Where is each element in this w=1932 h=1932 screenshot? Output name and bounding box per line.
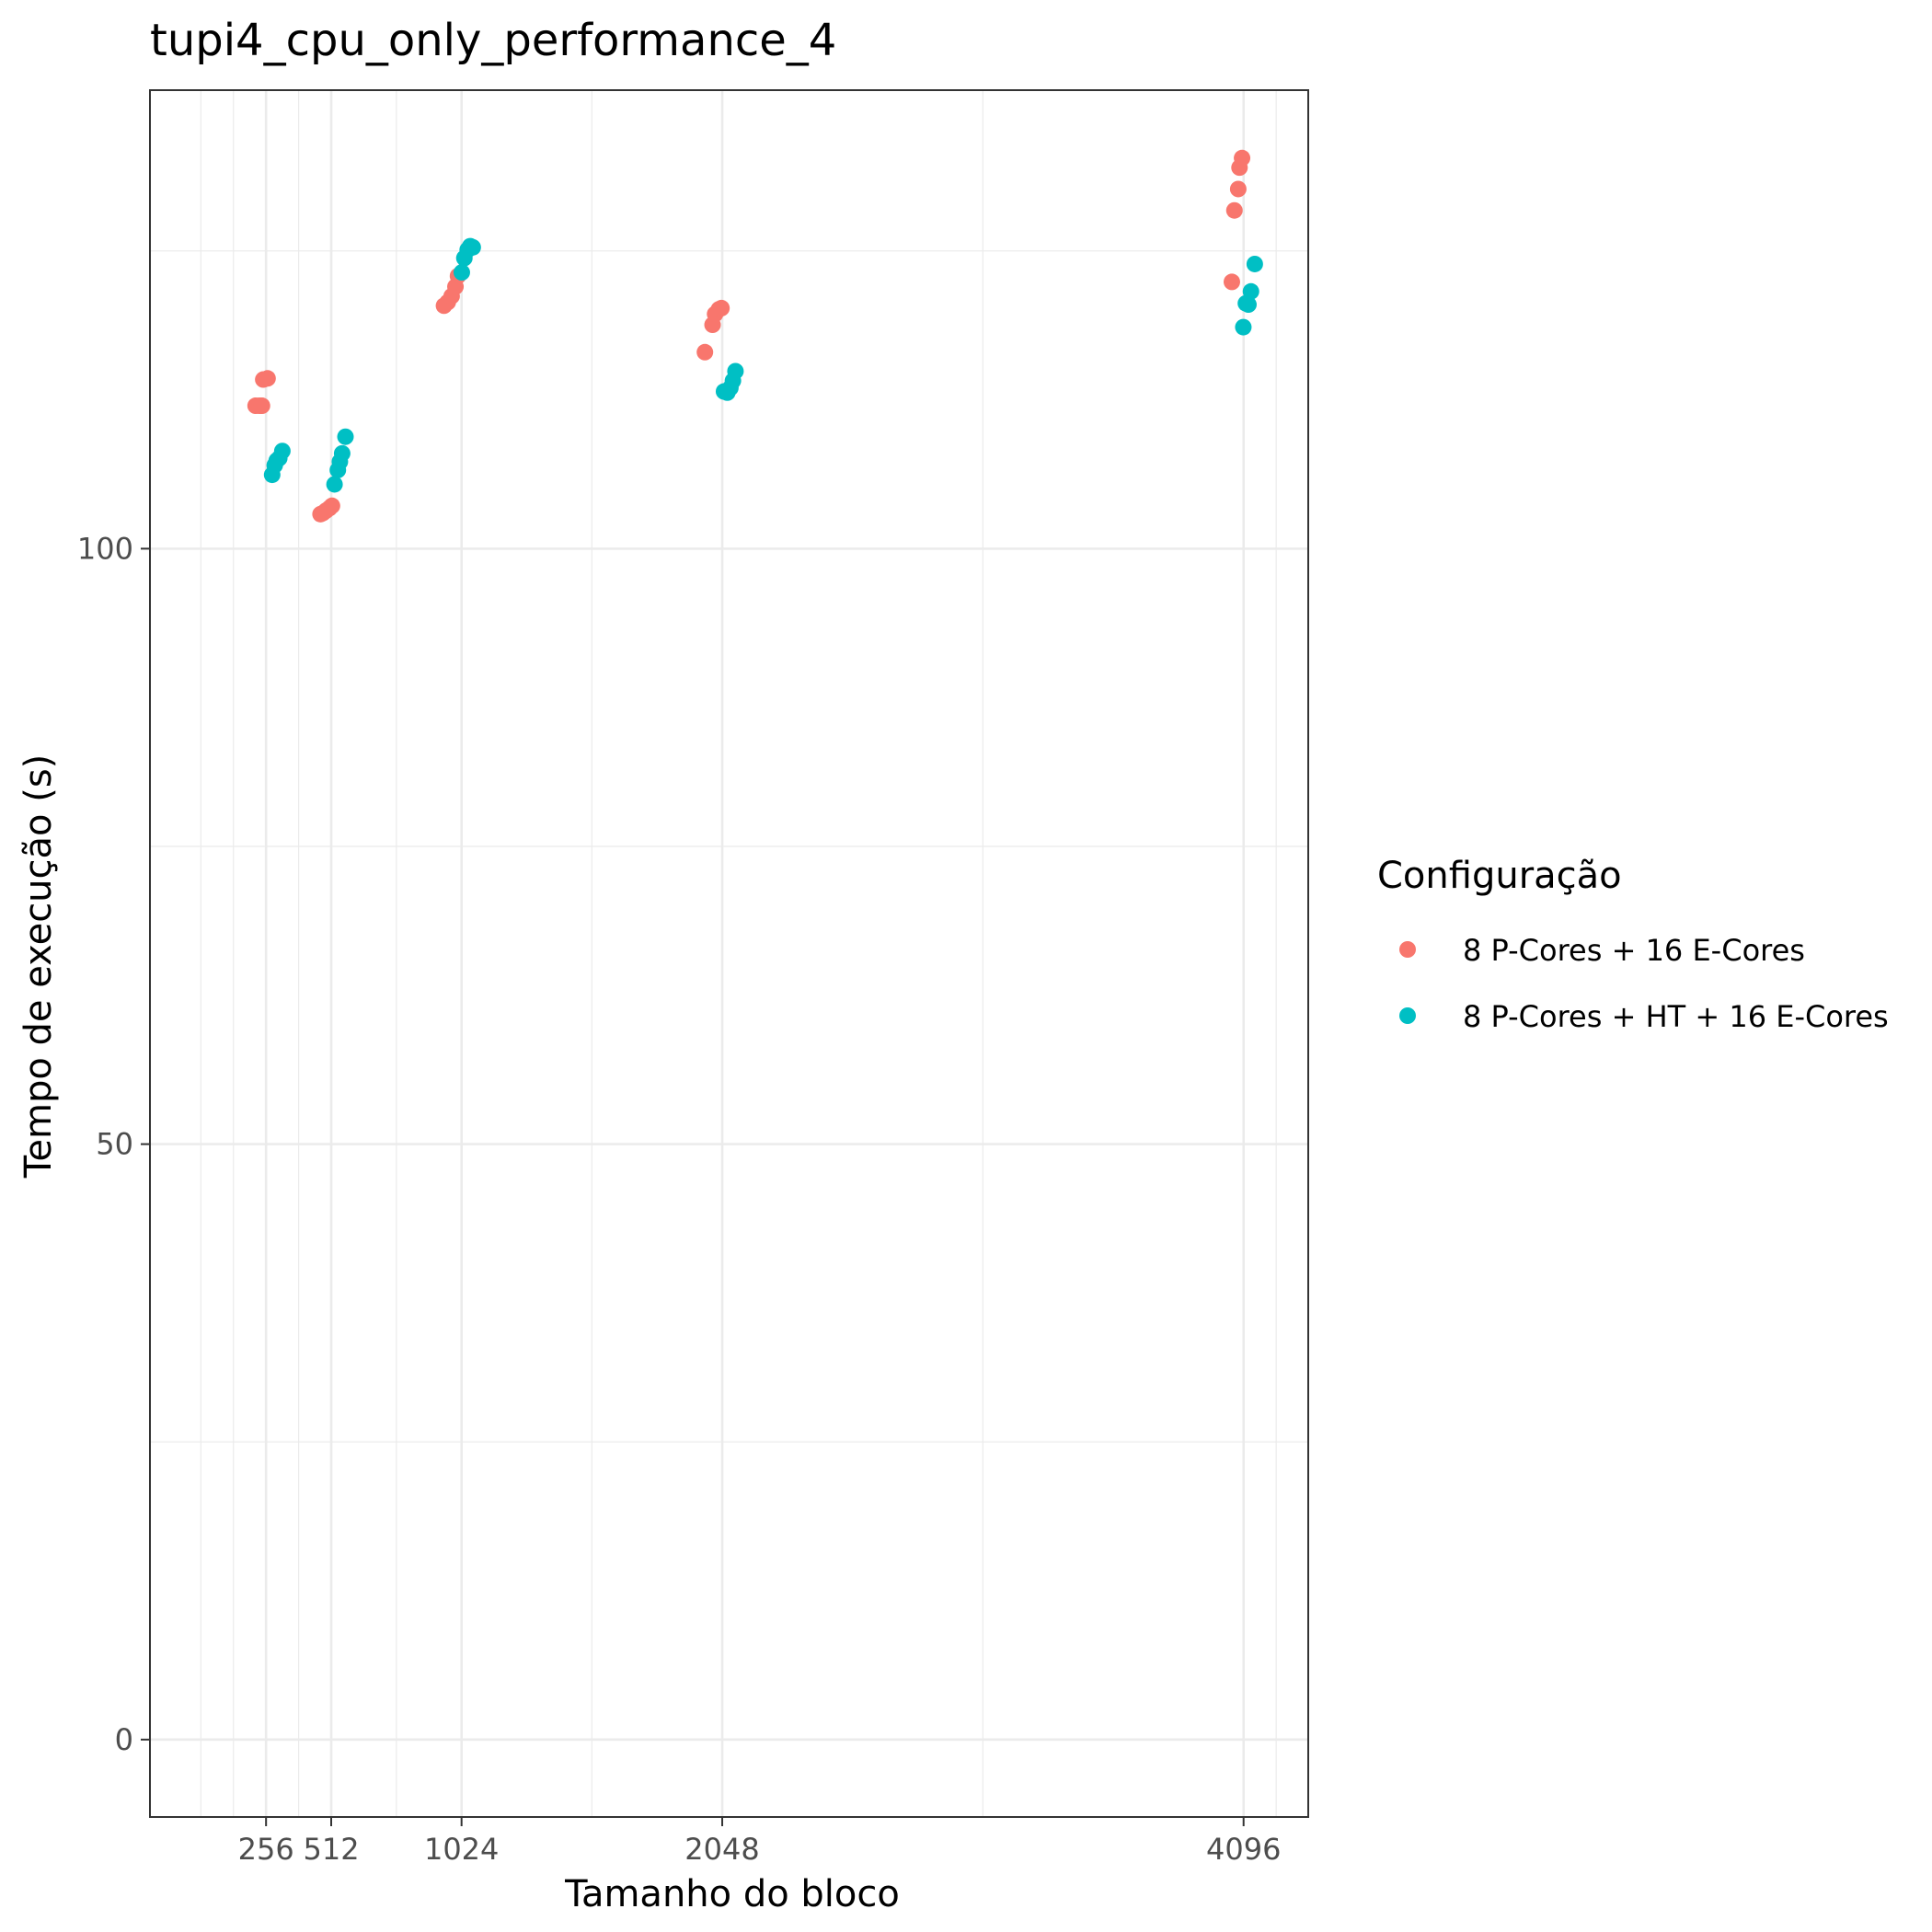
x-axis-title: Tamanho do bloco: [564, 1873, 900, 1915]
data-point-series-2: [326, 476, 343, 493]
data-point-series-2: [273, 443, 291, 460]
data-point-series-2: [1235, 318, 1252, 336]
data-point-series-2: [453, 264, 470, 282]
data-point-series-2: [337, 428, 354, 445]
axis-ticks: 0 50 100 256 512 1024 2048 4096: [77, 531, 1282, 1867]
data-point-series-1: [696, 343, 714, 361]
chart-title: tupi4_cpu_only_performance_4: [150, 15, 836, 66]
data-point-series-1: [713, 299, 730, 316]
x-tick-label: 256: [238, 1832, 294, 1867]
data-point-series-2: [1242, 282, 1259, 300]
data-point-series-1: [1225, 201, 1243, 219]
x-tick-label: 4096: [1206, 1832, 1281, 1867]
data-point-series-2: [1239, 296, 1257, 314]
legend: Configuração 8 P-Cores + 16 E-Cores 8 P-…: [1377, 855, 1889, 1034]
data-point-series-1: [253, 397, 270, 415]
data-point-series-1: [259, 370, 276, 387]
grid: [150, 90, 1308, 1817]
legend-key-series-2: [1399, 1007, 1416, 1024]
data-point-series-1: [1229, 180, 1247, 198]
x-tick-label: 1024: [424, 1832, 499, 1867]
x-tick-label: 2048: [684, 1832, 759, 1867]
y-tick-label: 100: [77, 531, 133, 566]
legend-title: Configuração: [1377, 855, 1622, 897]
data-point-series-2: [333, 444, 351, 462]
legend-key-series-1: [1399, 941, 1416, 958]
y-tick-label: 0: [115, 1722, 133, 1757]
plot-panel-border: [149, 89, 1309, 1818]
y-tick-label: 50: [96, 1127, 133, 1162]
legend-label-series-2: 8 P-Cores + HT + 16 E-Cores: [1463, 999, 1889, 1034]
data-point-series-1: [323, 497, 340, 514]
data-point-series-1: [1234, 149, 1251, 167]
data-point-series-2: [727, 362, 744, 380]
y-axis-title: Tempo de execução (s): [17, 754, 60, 1179]
legend-label-series-1: 8 P-Cores + 16 E-Cores: [1463, 933, 1805, 968]
data-point-series-2: [1246, 255, 1263, 272]
data-point-series-2: [464, 238, 481, 256]
x-tick-label: 512: [303, 1832, 359, 1867]
data-points: [247, 149, 1263, 523]
data-point-series-1: [1223, 273, 1240, 291]
